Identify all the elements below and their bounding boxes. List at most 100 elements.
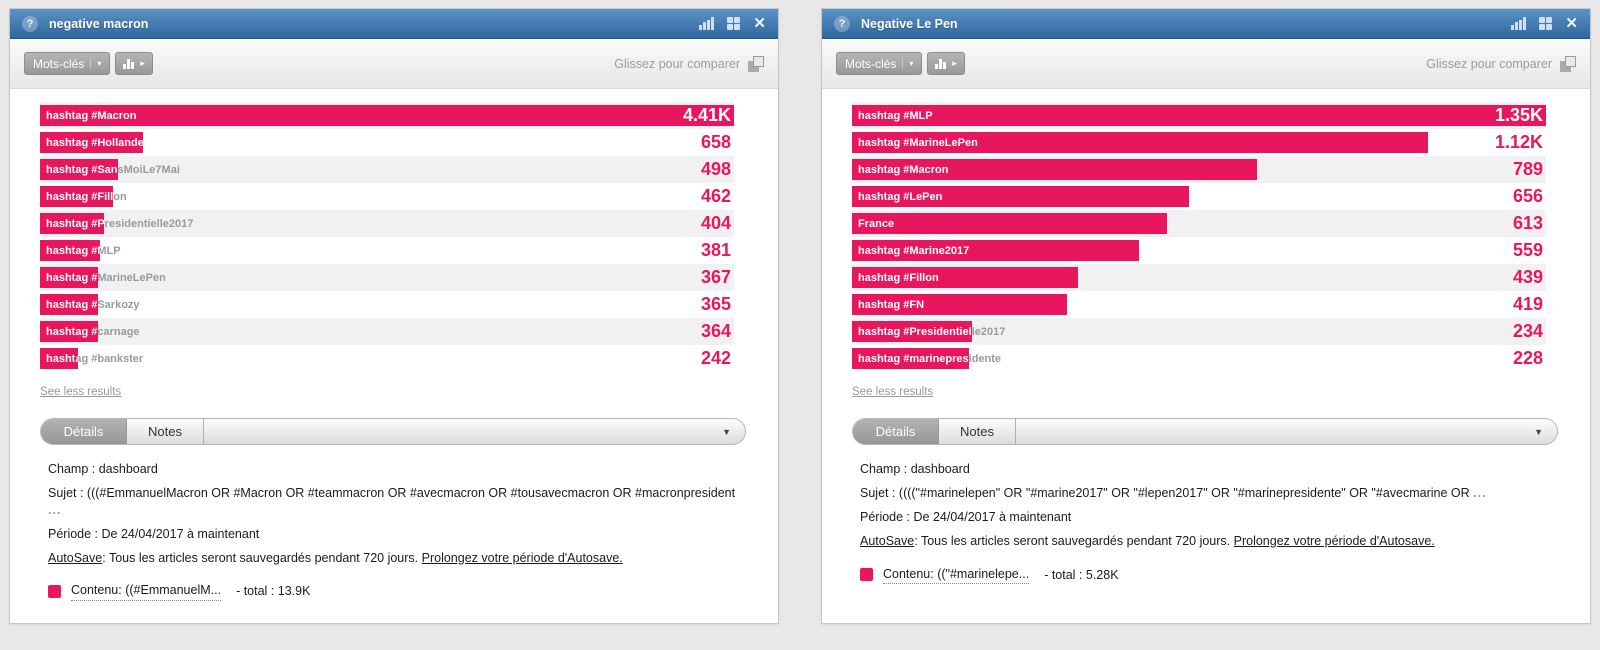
- period-text: Période : De 24/04/2017 à maintenant: [860, 509, 1072, 524]
- bar[interactable]: hashtag #Macron 789: [852, 159, 1258, 180]
- bar[interactable]: hashtag #carnage 364: [40, 321, 98, 342]
- see-less-link[interactable]: See less results: [852, 386, 934, 398]
- row-value: 1.12K: [1494, 132, 1543, 152]
- bar[interactable]: hashtag #SansMoiLe7Mai 498: [40, 159, 119, 180]
- row-base: hashtag #Fillon 462: [40, 183, 734, 210]
- bar[interactable]: France 613: [852, 213, 1168, 234]
- legend-total: - total : 13.9K: [236, 584, 311, 599]
- chart-row[interactable]: hashtag #Marine2017 559 hashtag #Marine2…: [852, 237, 1546, 264]
- bar[interactable]: hashtag #bankster 242: [40, 348, 79, 369]
- chart-row[interactable]: hashtag #marinepresidente 228 hashtag #m…: [852, 345, 1546, 372]
- tabs-caret-icon[interactable]: ▼: [1534, 426, 1543, 437]
- bar[interactable]: hashtag #Sarkozy 365: [40, 294, 98, 315]
- autosave-line: AutoSave: Tous les articles seront sauve…: [48, 550, 738, 567]
- bar[interactable]: hashtag #marinepresidente 228: [852, 348, 970, 369]
- grid-view-icon[interactable]: [727, 17, 741, 30]
- chart-row[interactable]: hashtag #Fillon 439 hashtag #Fillon 439: [852, 264, 1546, 291]
- bar[interactable]: hashtag #MarineLePen 367: [40, 267, 98, 288]
- tab-details[interactable]: Détails: [41, 419, 127, 444]
- grid-view-icon[interactable]: [1539, 17, 1553, 30]
- chart-row[interactable]: hashtag #Macron 789 hashtag #Macron 789: [852, 156, 1546, 183]
- bar[interactable]: hashtag #Hollande 658: [40, 132, 144, 153]
- subject-line: Sujet : (((#EmmanuelMacron OR #Macron OR…: [48, 485, 738, 519]
- row-label-on-bar: hashtag #Hollande: [46, 136, 144, 149]
- widget-toolbar: Mots-clés ▾ ▸ Glissez pour comparer: [822, 39, 1590, 89]
- autosave-extend-link[interactable]: Prolongez votre période d'Autosave.: [421, 550, 623, 565]
- mini-chart-icon: [935, 58, 947, 69]
- row-value: 439: [1512, 267, 1543, 287]
- row-value-on-bar: 4.41K: [682, 105, 731, 125]
- bar[interactable]: hashtag #Presidentielle2017 404: [40, 213, 104, 234]
- details-panel: Champ : dashboard Sujet : (((("#marinele…: [822, 445, 1590, 585]
- widget-titlebar[interactable]: ? Negative Le Pen ✕: [822, 9, 1590, 39]
- row-overlay: hashtag #carnage 364: [40, 321, 98, 342]
- field-text: Champ : dashboard: [860, 462, 970, 476]
- chart-row[interactable]: hashtag #carnage 364 hashtag #carnage 36…: [40, 318, 734, 345]
- bar[interactable]: hashtag #MLP 1.35K: [852, 105, 1546, 126]
- chart-row[interactable]: hashtag #MarineLePen 367 hashtag #Marine…: [40, 264, 734, 291]
- close-icon[interactable]: ✕: [753, 15, 766, 32]
- bar[interactable]: hashtag #Presidentielle2017 234: [852, 321, 973, 342]
- bar[interactable]: hashtag #Marine2017 559: [852, 240, 1140, 261]
- autosave-extend-link[interactable]: Prolongez votre période d'Autosave.: [1233, 533, 1435, 548]
- drag-hint-label: Glissez pour comparer: [614, 56, 740, 71]
- tab-divider: [203, 419, 204, 444]
- chart-row[interactable]: hashtag #Sarkozy 365 hashtag #Sarkozy 36…: [40, 291, 734, 318]
- drag-hint-label: Glissez pour comparer: [1426, 56, 1552, 71]
- chart-row[interactable]: hashtag #Presidentielle2017 404 hashtag …: [40, 210, 734, 237]
- legend-label[interactable]: Contenu: (("#marinelepe...: [883, 566, 1030, 585]
- autosave-text: : Tous les articles seront sauvegardés p…: [102, 550, 422, 565]
- row-label-on-bar: hashtag #MarineLePen: [46, 271, 98, 284]
- caret-right-icon: ▸: [952, 58, 957, 68]
- row-label-on-bar: hashtag #Sarkozy: [46, 298, 98, 311]
- bar[interactable]: hashtag #Fillon 439: [852, 267, 1078, 288]
- chart-row[interactable]: hashtag #Macron 4.41K hashtag #Macron 4.…: [40, 102, 734, 129]
- bar[interactable]: hashtag #Fillon 462: [40, 186, 113, 207]
- row-base: hashtag #bankster 242: [40, 345, 734, 372]
- legend-label[interactable]: Contenu: ((#EmmanuelM...: [71, 582, 222, 602]
- chart-row[interactable]: hashtag #MarineLePen 1.12K hashtag #Mari…: [852, 129, 1546, 156]
- chart-row[interactable]: hashtag #Presidentielle2017 234 hashtag …: [852, 318, 1546, 345]
- chart-row[interactable]: hashtag #MLP 1.35K hashtag #MLP 1.35K: [852, 102, 1546, 129]
- row-overlay: hashtag #FN 419: [852, 294, 1067, 315]
- chart-options-button[interactable]: ▸: [927, 52, 965, 75]
- keywords-dropdown-button[interactable]: Mots-clés ▾: [24, 52, 111, 75]
- help-icon[interactable]: ?: [22, 15, 38, 32]
- row-overlay: hashtag #Marine2017 559: [852, 240, 1139, 261]
- see-less-wrap: See less results: [10, 372, 778, 400]
- keywords-label: Mots-clés: [845, 56, 897, 71]
- drag-to-compare-handle[interactable]: Glissez pour comparer: [1426, 55, 1576, 72]
- row-overlay: hashtag #SansMoiLe7Mai 498: [40, 159, 118, 180]
- chart-row[interactable]: hashtag #SansMoiLe7Mai 498 hashtag #Sans…: [40, 156, 734, 183]
- chart-row[interactable]: hashtag #LePen 656 hashtag #LePen 656: [852, 183, 1546, 210]
- widget-titlebar[interactable]: ? negative macron ✕: [10, 9, 778, 39]
- chart-row[interactable]: hashtag #bankster 242 hashtag #bankster …: [40, 345, 734, 372]
- bar[interactable]: hashtag #MarineLePen 1.12K: [852, 132, 1429, 153]
- row-overlay: hashtag #Macron 789: [852, 159, 1257, 180]
- keywords-dropdown-button[interactable]: Mots-clés ▾: [836, 52, 923, 75]
- tab-notes[interactable]: Notes: [960, 424, 994, 439]
- chart-row[interactable]: France 613 France 613: [852, 210, 1546, 237]
- bar[interactable]: hashtag #FN 419: [852, 294, 1068, 315]
- drag-to-compare-handle[interactable]: Glissez pour comparer: [614, 55, 764, 72]
- bar[interactable]: hashtag #MLP 381: [40, 240, 100, 261]
- chart-type-icon[interactable]: [699, 17, 715, 30]
- chart-row[interactable]: hashtag #MLP 381 hashtag #MLP 381: [40, 237, 734, 264]
- chart-row[interactable]: hashtag #Hollande 658 hashtag #Hollande …: [40, 129, 734, 156]
- tabs-caret-icon[interactable]: ▼: [722, 426, 731, 437]
- expand-ellipsis[interactable]: ...: [48, 502, 62, 517]
- row-value: 367: [700, 267, 731, 287]
- bar[interactable]: hashtag #Macron 4.41K: [40, 105, 734, 126]
- chart-type-icon[interactable]: [1511, 17, 1527, 30]
- see-less-link[interactable]: See less results: [40, 386, 122, 398]
- expand-ellipsis[interactable]: ...: [1473, 485, 1487, 500]
- chart-options-button[interactable]: ▸: [115, 52, 153, 75]
- tab-notes[interactable]: Notes: [148, 424, 182, 439]
- help-icon[interactable]: ?: [834, 15, 850, 32]
- tab-details[interactable]: Détails: [853, 419, 939, 444]
- close-icon[interactable]: ✕: [1565, 15, 1578, 32]
- row-label-on-bar: hashtag #SansMoiLe7Mai: [46, 163, 118, 176]
- chart-row[interactable]: hashtag #Fillon 462 hashtag #Fillon 462: [40, 183, 734, 210]
- bar[interactable]: hashtag #LePen 656: [852, 186, 1190, 207]
- chart-row[interactable]: hashtag #FN 419 hashtag #FN 419: [852, 291, 1546, 318]
